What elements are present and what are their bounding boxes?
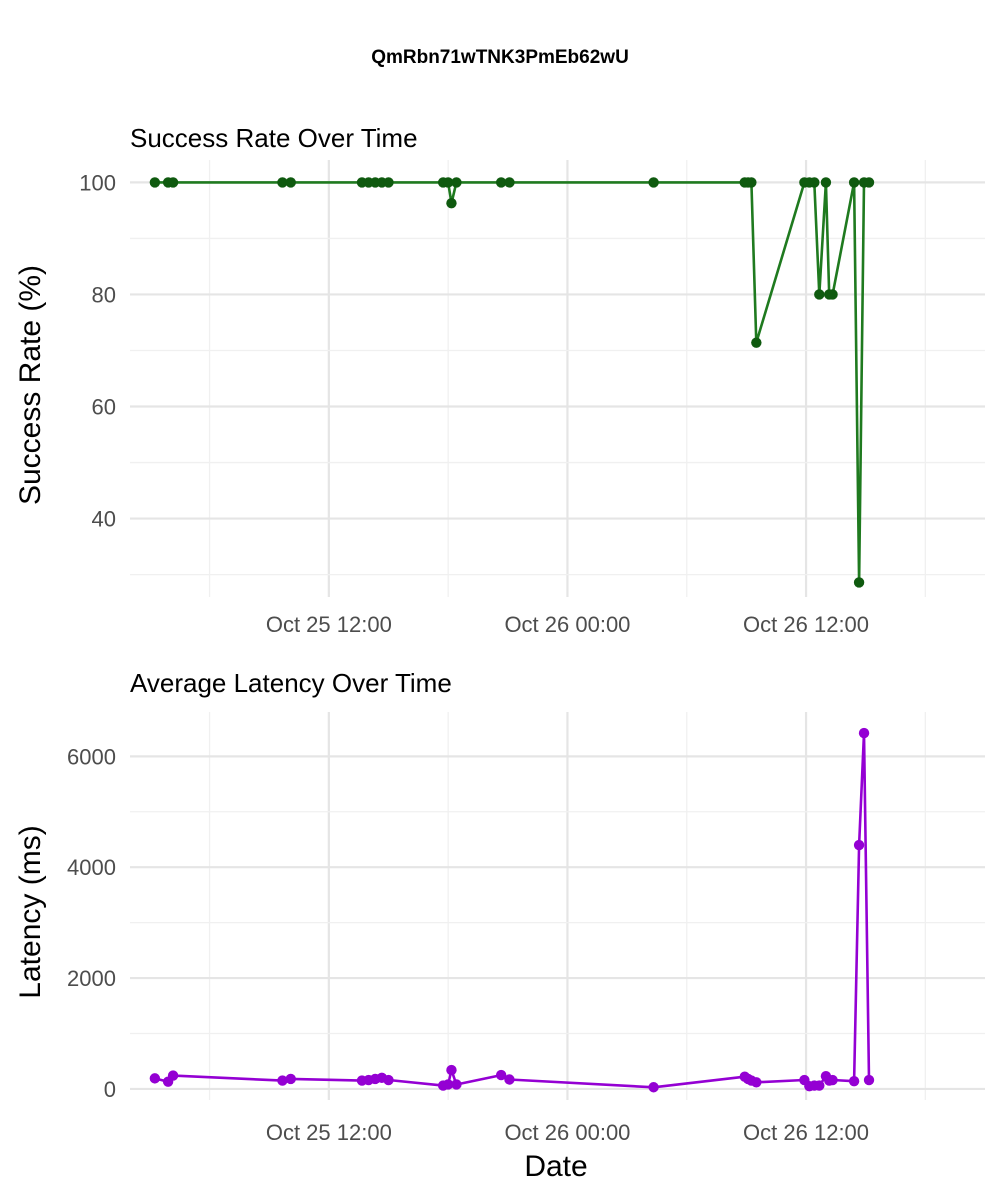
y-tick-label: 60 [92,395,116,420]
data-point [746,177,757,188]
data-point [853,839,865,851]
data-point [442,177,454,188]
data-point [442,1079,454,1090]
data-point [848,177,860,188]
figure-title: QmRbn71wTNK3PmEb62wU [371,47,629,68]
data-point [814,289,825,300]
y-tick-label: 100 [79,170,116,195]
y-tick-label: 40 [92,507,116,532]
data-point [277,177,288,188]
x-tick-label: Oct 25 12:00 [266,1120,392,1145]
data-point [451,1079,462,1090]
data-point [648,177,659,188]
data-point [446,197,457,209]
data-point [827,1074,838,1086]
x-tick-label: Oct 25 12:00 [266,612,392,637]
data-point [751,337,762,348]
data-point [167,1070,179,1081]
data-point [504,177,515,188]
data-point [858,727,870,739]
data-point [446,1064,457,1076]
data-point [451,177,462,188]
data-point [383,1074,394,1086]
x-axis-title: Date [524,1150,587,1183]
y-axis-title: Latency (ms) [14,825,47,998]
y-axis-title: Success Rate (%) [14,265,47,505]
y-tick-label: 4000 [67,855,116,880]
data-point [383,177,394,188]
data-point [827,289,838,300]
data-point [149,177,161,188]
data-point [149,1073,161,1084]
y-tick-label: 0 [104,1077,116,1102]
series-line [154,731,871,1089]
data-point [809,177,820,188]
x-tick-label: Oct 26 12:00 [743,612,869,637]
success-rate-panel: 40 60 80 100 Oct 25 12:00 Oct 26 00:00 Oct 26 … [14,123,985,637]
data-point [814,1080,825,1091]
data-point [853,577,865,588]
data-point [285,177,296,188]
data-point [277,1075,288,1086]
series-line [154,181,869,584]
data-point [504,1074,515,1085]
data-point [495,1069,507,1081]
y-tick-label: 2000 [67,966,116,991]
data-point [751,1077,762,1088]
data-point [863,1074,875,1086]
x-tick-label: Oct 26 00:00 [504,1120,630,1145]
y-tick-label: 6000 [67,744,116,769]
data-point [167,177,179,188]
x-tick-label: Oct 26 00:00 [504,612,630,637]
latency-panel: 0 2000 4000 6000 Oct 25 12:00 Oct 26 00:00 Oct… [14,668,985,1145]
data-point [495,177,507,188]
panel-title: Average Latency Over Time [130,668,452,698]
x-tick-label: Oct 26 12:00 [743,1120,869,1145]
y-tick-label: 80 [92,282,116,307]
data-point [285,1073,296,1085]
panel-title: Success Rate Over Time [130,123,418,153]
data-point [648,1082,659,1093]
data-point [820,177,832,188]
data-point [848,1075,860,1087]
data-point [863,177,875,188]
